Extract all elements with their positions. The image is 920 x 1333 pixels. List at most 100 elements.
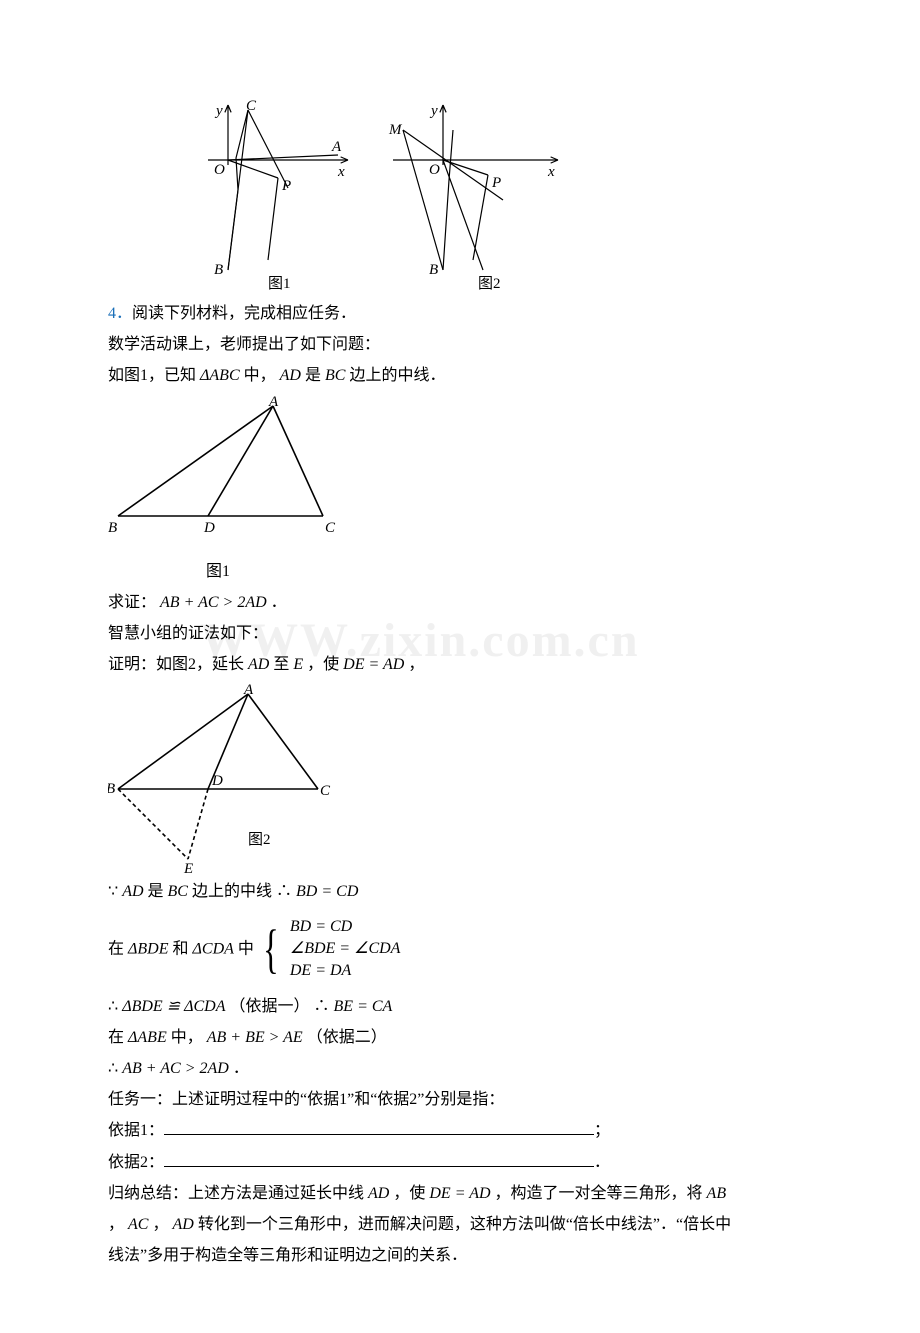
step5: ∴ AB + AC > 2AD ． (108, 1055, 812, 1082)
figure-tri2-block: A B C D E 图2 (108, 684, 812, 874)
y2-label: 依据2： (108, 1154, 164, 1171)
blank-2 (164, 1150, 594, 1167)
s4a: 在 (108, 1029, 124, 1046)
e-1: E (293, 656, 303, 673)
sum2b: ， (152, 1216, 168, 1233)
svg-text:C: C (325, 520, 336, 536)
q4-line1: 4．阅读下列材料，完成相应任务． (108, 300, 812, 327)
summary-line2: ， AC ， AD 转化到一个三角形中，进而解决问题，这种方法叫做“倍长中线法”… (108, 1211, 812, 1238)
brace-lines: BD = CD ∠BDE = ∠CDA DE = DA (290, 916, 401, 983)
svg-text:x: x (547, 164, 555, 180)
svg-text:B: B (429, 262, 438, 278)
svg-text:O: O (429, 162, 440, 178)
ad-3: AD (122, 883, 143, 900)
svg-text:O: O (214, 162, 225, 178)
y1-label: 依据1： (108, 1122, 164, 1139)
prove-expr: AB + AC > 2AD (160, 594, 267, 611)
s3a: ∴ (108, 998, 118, 1015)
cert-line: 证明：如图2，延长 AD 至 E ，使 DE = AD ， (108, 651, 812, 678)
s1b: 是 (148, 883, 164, 900)
svg-text:A: A (331, 139, 342, 155)
triangle2-svg: A B C D E 图2 (108, 684, 338, 874)
summary-line3: 线法”多用于构造全等三角形和证明边之间的关系． (108, 1242, 812, 1269)
blank-1 (164, 1118, 594, 1135)
sum-b: ，使 (393, 1185, 425, 1202)
q4-line1-text: 阅读下列材料，完成相应任务． (132, 305, 356, 322)
svg-text:A: A (243, 684, 254, 698)
ineq: AB + BE > AE (207, 1029, 303, 1046)
bc-1: BC (325, 367, 345, 384)
dabe: ΔABE (128, 1029, 167, 1046)
triangle1-svg: ABCD (108, 396, 338, 556)
brace-line3: DE = DA (290, 960, 401, 982)
svg-text:图2: 图2 (478, 275, 501, 290)
ad-5: AD (172, 1216, 193, 1233)
sum-a: 归纳总结：上述方法是通过延长中线 (108, 1185, 364, 1202)
task1-title: 任务一：上述证明过程中的“依据1”和“依据2”分别是指： (108, 1086, 812, 1113)
top-figure-pair: yxOACBP图1yxOMBP图2 (148, 100, 812, 290)
q4-number: 4． (108, 305, 132, 322)
svg-text:y: y (214, 103, 223, 119)
step4: 在 ΔABE 中， AB + BE > AE （依据二） (108, 1024, 812, 1051)
cert-c: ，使 (307, 656, 339, 673)
brace-line1: BD = CD (290, 916, 401, 938)
tri-abc: ΔABC (200, 367, 240, 384)
cert-a: 证明：如图2，延长 (108, 656, 244, 673)
brace-row: 在 ΔBDE 和 ΔCDA 中 { BD = CD ∠BDE = ∠CDA DE… (108, 910, 812, 989)
svg-text:C: C (246, 100, 257, 114)
dcda: ΔCDA (193, 940, 234, 957)
svg-text:M: M (388, 122, 403, 138)
s5dot: ． (233, 1060, 249, 1077)
brace-line2: ∠BDE = ∠CDA (290, 938, 401, 960)
svg-text:P: P (491, 175, 501, 191)
svg-text:x: x (337, 164, 345, 180)
summary-line1: 归纳总结：上述方法是通过延长中线 AD ，使 DE = AD ，构造了一对全等三… (108, 1180, 812, 1207)
top-coordinate-svg: yxOACBP图1yxOMBP图2 (148, 100, 568, 290)
be-eq-ca: BE = CA (334, 998, 393, 1015)
svg-text:B: B (214, 262, 223, 278)
s1c: 边上的中线 (192, 883, 272, 900)
q4-l3c: 是 (305, 367, 321, 384)
y2-end: ． (594, 1154, 610, 1171)
bc-2: BC (168, 883, 188, 900)
q4-l3d: 边上的中线． (349, 367, 445, 384)
de-eq-ad-1: DE = AD (343, 656, 404, 673)
q4-l3b: 中， (244, 367, 276, 384)
svg-text:图1: 图1 (268, 275, 291, 290)
svg-text:D: D (211, 773, 223, 789)
ad-2: AD (248, 656, 269, 673)
figure1-caption: 图1 (108, 558, 328, 585)
prove-line: 求证： AB + AC > 2AD ． (108, 589, 812, 616)
s5a: ∴ (108, 1060, 118, 1077)
ad-1: AD (280, 367, 301, 384)
svg-text:C: C (320, 783, 331, 799)
s3c: ∴ (314, 998, 330, 1015)
ab-1: AB (707, 1185, 727, 1202)
svg-text:B: B (108, 781, 115, 797)
bd-eq-cd: BD = CD (296, 883, 358, 900)
svg-text:图2: 图2 (248, 831, 271, 848)
sum2c: 转化到一个三角形中，进而解决问题，这种方法叫做“倍长中线法”．“倍长中 (198, 1216, 731, 1233)
step1: ∵ AD 是 BC 边上的中线 ∴ BD = CD (108, 878, 812, 905)
dbde: ΔBDE (128, 940, 169, 957)
s1d: ∴ (276, 883, 292, 900)
cert-b: 至 (273, 656, 289, 673)
sum-c: ，构造了一对全等三角形，将 (495, 1185, 703, 1202)
prove-dot: ． (271, 594, 287, 611)
brace-a: 在 (108, 940, 124, 957)
ad-4: AD (368, 1185, 389, 1202)
ac-1: AC (128, 1216, 148, 1233)
step3: ∴ ΔBDE ≌ ΔCDA （依据一） ∴ BE = CA (108, 993, 812, 1020)
brace-b: 和 (173, 940, 189, 957)
cert-comma: ， (408, 656, 424, 673)
prove-label: 求证： (108, 594, 156, 611)
svg-text:E: E (183, 861, 193, 874)
sum2a: ， (108, 1216, 124, 1233)
figure-tri1-block: ABCD 图1 (108, 396, 812, 585)
yiju1-line: 依据1：； (108, 1117, 812, 1144)
q4-line2: 数学活动课上，老师提出了如下问题： (108, 331, 812, 358)
group-line: 智慧小组的证法如下： (108, 620, 812, 647)
s4c: （依据二） (307, 1029, 387, 1046)
yiju2-line: 依据2： ． (108, 1149, 812, 1176)
de-eq-ad-2: DE = AD (429, 1185, 490, 1202)
